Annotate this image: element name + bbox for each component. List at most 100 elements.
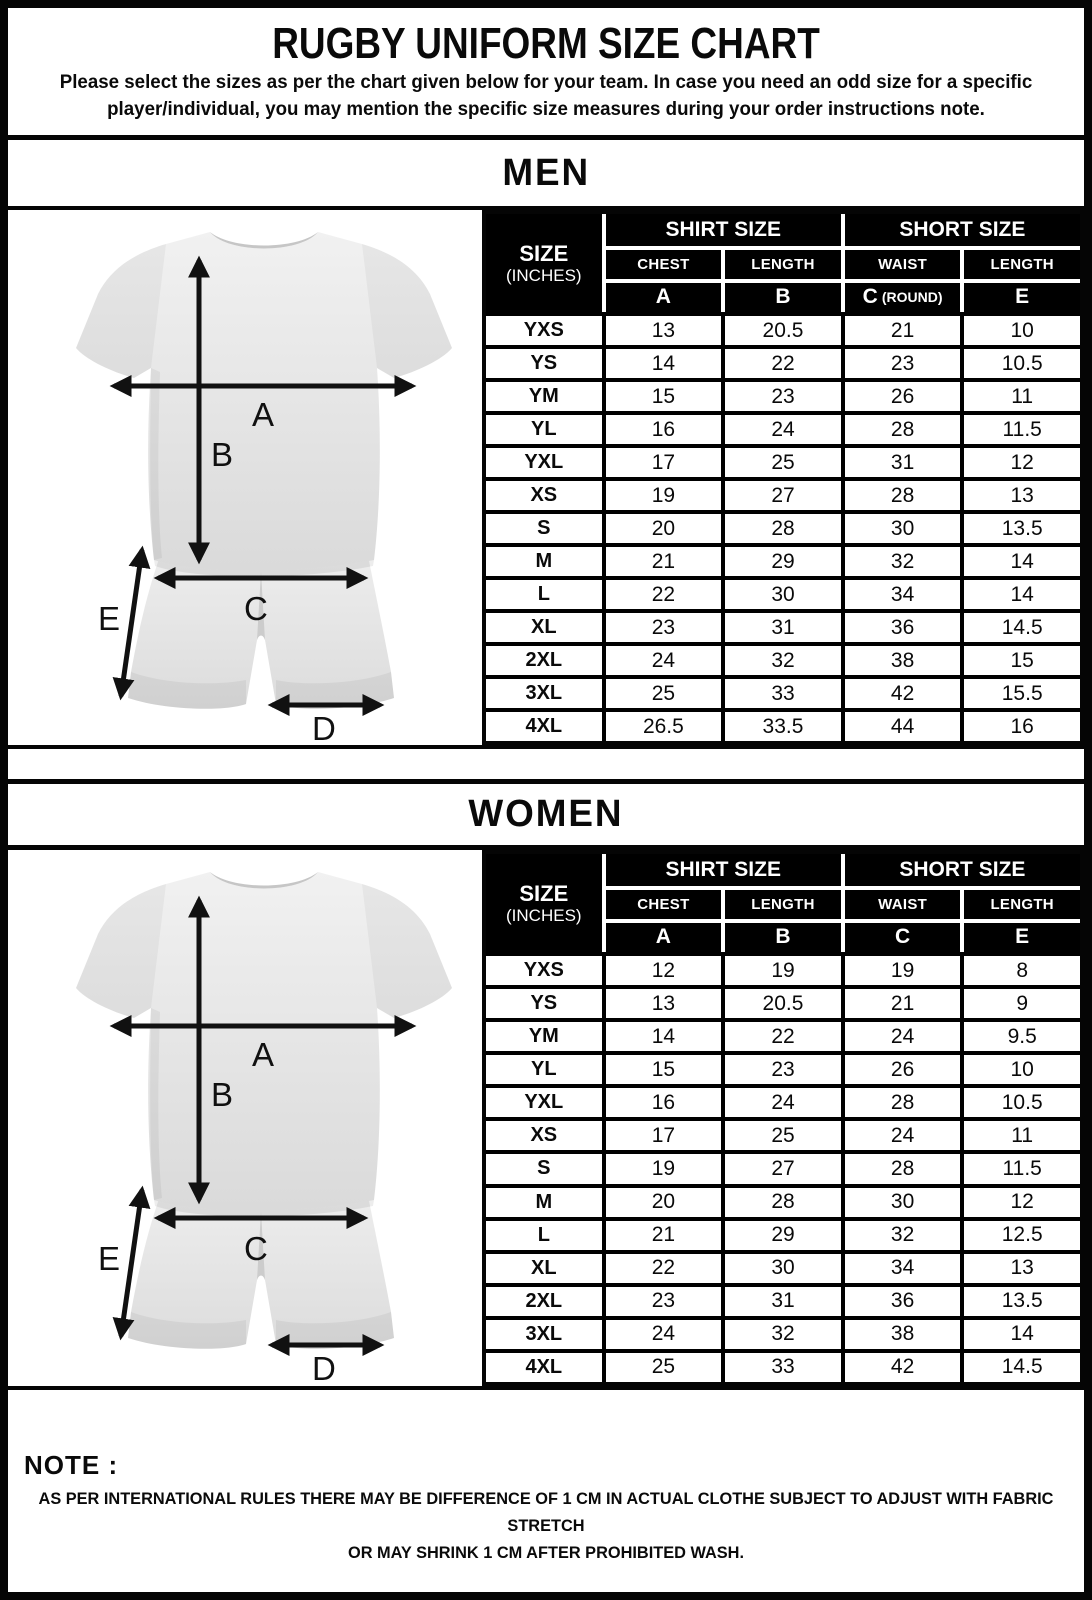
size-label-cell: YL [486,415,602,444]
shirt-size-group-header: SHIRT SIZE [605,854,841,886]
measure-arrows [109,255,417,717]
value-cell: 12.5 [964,1220,1080,1250]
men-figure-area: A B C D E [8,210,482,745]
value-cell: 24 [605,646,722,675]
letter-header: E [964,283,1080,312]
size-label-cell: YL [486,1055,602,1085]
value-cell: 12 [964,1187,1080,1217]
women-size-table: SIZE (INCHES) SHIRT SIZE SHORT SIZE CHEST LEN… [482,850,1084,1386]
size-label-cell: YM [486,1022,602,1052]
size-label-cell: YS [486,989,602,1019]
value-cell: 28 [844,1154,961,1184]
value-cell: 22 [605,1253,722,1283]
value-cell: 38 [844,646,961,675]
value-cell: 11 [964,1121,1080,1151]
size-label-cell: 4XL [486,712,602,741]
size-header-unit: (INCHES) [506,265,582,285]
value-cell: 36 [844,613,961,642]
men-banner: MEN [8,135,1084,210]
value-cell: 28 [844,481,961,510]
value-cell: 19 [605,1154,722,1184]
value-cell: 12 [964,448,1080,477]
value-cell: 34 [844,580,961,609]
size-header-main: SIZE [519,240,569,266]
letter-header: C (ROUND) [844,283,961,312]
subtitle-line-2: player/individual, you may mention the s… [107,99,985,120]
value-cell: 23 [605,1286,722,1316]
short-size-group-header: SHORT SIZE [844,854,1080,886]
value-cell: 11 [964,382,1080,411]
value-cell: 22 [725,1022,841,1052]
value-cell: 14 [605,349,722,378]
shirt-art [76,232,452,577]
letter-header: C [844,923,961,952]
value-cell: 17 [605,1121,722,1151]
value-cell: 13 [605,316,722,345]
value-cell: 30 [844,514,961,543]
table-header: SIZE (INCHES) SHIRT SIZE SHORT SIZE CHEST LEN… [486,214,1080,312]
value-cell: 33 [725,1352,841,1382]
value-cell: 20 [605,514,722,543]
men-size-table: SIZE (INCHES) SHIRT SIZE SHORT SIZE CHEST LEN… [482,210,1084,745]
value-cell: 10.5 [964,349,1080,378]
value-cell: 32 [844,1220,961,1250]
short-size-group-header: SHORT SIZE [844,214,1080,246]
value-cell: 11.5 [964,415,1080,444]
value-cell: 13.5 [964,1286,1080,1316]
value-cell: 28 [844,415,961,444]
value-cell: 29 [725,547,841,576]
value-cell: 15 [605,382,722,411]
note-line-1: AS PER INTERNATIONAL RULES THERE MAY BE … [38,1490,1054,1535]
value-cell: 30 [725,580,841,609]
page-title: RUGBY UNIFORM SIZE CHART [272,19,820,68]
value-cell: 14.5 [964,613,1080,642]
measure-label-b: B [211,436,233,473]
value-cell: 13 [964,481,1080,510]
value-cell: 44 [844,712,961,741]
value-cell: 26 [844,1055,961,1085]
value-cell: 21 [844,989,961,1019]
letter-suffix: (ROUND) [881,289,943,306]
men-section: A B C D E SIZE (INCHES) SHIRT SIZE SHORT SI… [8,210,1084,749]
column-header-waist: WAIST [844,890,961,919]
women-banner: WOMEN [8,779,1084,850]
size-label-cell: YXL [486,448,602,477]
letter-header: E [964,923,1080,952]
value-cell: 19 [844,956,961,986]
size-label-cell: 2XL [486,646,602,675]
size-label-cell: YS [486,349,602,378]
value-cell: 32 [725,646,841,675]
value-cell: 16 [964,712,1080,741]
size-label-cell: M [486,547,602,576]
value-cell: 17 [605,448,722,477]
value-cell: 11.5 [964,1154,1080,1184]
value-cell: 13 [605,989,722,1019]
value-cell: 31 [844,448,961,477]
value-cell: 30 [725,1253,841,1283]
size-column-header: SIZE (INCHES) [486,854,602,952]
size-label-cell: L [486,1220,602,1250]
note-section: NOTE : AS PER INTERNATIONAL RULES THERE … [8,1390,1084,1592]
column-header-length: LENGTH [725,890,841,919]
column-header-chest: CHEST [605,250,722,279]
value-cell: 30 [844,1187,961,1217]
uniform-figure [14,850,484,1385]
value-cell: 12 [605,956,722,986]
men-banner-label: MEN [502,151,590,194]
size-label-cell: S [486,514,602,543]
value-cell: 23 [725,382,841,411]
value-cell: 21 [605,547,722,576]
value-cell: 25 [725,448,841,477]
size-header-unit: (INCHES) [506,905,582,925]
column-header-length: LENGTH [964,890,1080,919]
table-header: SIZE (INCHES) SHIRT SIZE SHORT SIZE CHEST LEN… [486,854,1080,952]
column-header-length: LENGTH [964,250,1080,279]
value-cell: 24 [844,1022,961,1052]
measure-arrow-e [112,545,151,701]
subtitle-line-1: Please select the sizes as per the chart… [59,72,1033,93]
value-cell: 24 [725,1088,841,1118]
letter-main: C [862,285,878,309]
women-table-area: SIZE (INCHES) SHIRT SIZE SHORT SIZE CHEST LEN… [482,850,1084,1386]
size-label-cell: YXS [486,316,602,345]
value-cell: 23 [844,349,961,378]
